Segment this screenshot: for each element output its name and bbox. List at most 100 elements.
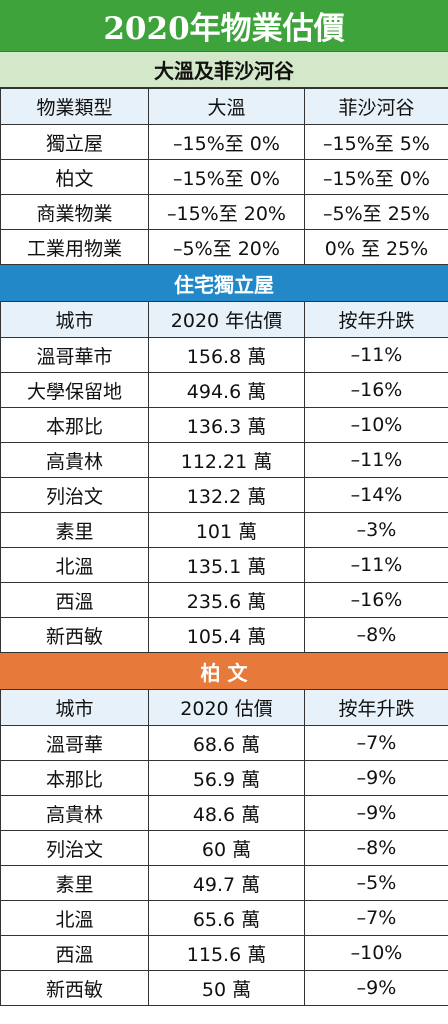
table-row: 西溫 235.6 萬 –16% (0, 582, 448, 618)
section-title-detached: 住宅獨立屋 (0, 265, 448, 301)
table-cell: 素里 (0, 512, 149, 548)
table-cell: 新西敏 (0, 970, 149, 1006)
table-row: 西溫 115.6 萬 –10% (0, 935, 448, 971)
table-header-row: 城市 2020 年估價 按年升跌 (0, 301, 448, 338)
table-row: 商業物業 –15%至 20% –5%至 25% (0, 194, 448, 230)
table-row: 柏文 –15%至 0% –15%至 0% (0, 159, 448, 195)
table-cell: 132.2 萬 (148, 477, 305, 513)
table-cell: –5%至 20% (148, 229, 305, 265)
table-cell: –15%至 5% (304, 124, 448, 160)
table-row: 溫哥華市 156.8 萬 –11% (0, 337, 448, 373)
table-cell: –9% (304, 760, 448, 796)
table-cell: –15%至 0% (148, 159, 305, 195)
table-cell: 50 萬 (148, 970, 305, 1006)
table-cell: 柏文 (0, 159, 149, 195)
table-cell: 西溫 (0, 935, 149, 971)
table-cell: 高貴林 (0, 442, 149, 478)
column-header: 大溫 (148, 88, 305, 125)
table-cell: 112.21 萬 (148, 442, 305, 478)
page-title: 2020年物業估價 (0, 0, 448, 52)
table-cell: 本那比 (0, 407, 149, 443)
table-cell: –16% (304, 582, 448, 618)
table-cell: –16% (304, 372, 448, 408)
table-row: 大學保留地 494.6 萬 –16% (0, 372, 448, 408)
table-cell: 大學保留地 (0, 372, 149, 408)
table-cell: 65.6 萬 (148, 900, 305, 936)
table-cell: –9% (304, 970, 448, 1006)
table-cell: 溫哥華 (0, 725, 149, 761)
column-header: 物業類型 (0, 88, 149, 125)
column-header: 菲沙河谷 (304, 88, 448, 125)
table-cell: 48.6 萬 (148, 795, 305, 831)
detached-house-table: 城市 2020 年估價 按年升跌 溫哥華市 156.8 萬 –11% 大學保留地 494.6 … (0, 301, 448, 653)
table-cell: 135.1 萬 (148, 547, 305, 583)
table-cell: 本那比 (0, 760, 149, 796)
column-header: 城市 (0, 689, 149, 726)
table-row: 新西敏 50 萬 –9% (0, 970, 448, 1006)
table-cell: –15%至 0% (148, 124, 305, 160)
table-cell: 列治文 (0, 477, 149, 513)
table-cell: –7% (304, 900, 448, 936)
table-cell: 60 萬 (148, 830, 305, 866)
table-row: 北溫 135.1 萬 –11% (0, 547, 448, 583)
table-cell: 105.4 萬 (148, 617, 305, 653)
table-row: 高貴林 112.21 萬 –11% (0, 442, 448, 478)
table-cell: –10% (304, 935, 448, 971)
table-cell: –10% (304, 407, 448, 443)
table-cell: 101 萬 (148, 512, 305, 548)
table-cell: 115.6 萬 (148, 935, 305, 971)
column-header: 按年升跌 (304, 689, 448, 726)
table-cell: –9% (304, 795, 448, 831)
table-row: 素里 101 萬 –3% (0, 512, 448, 548)
table-row: 素里 49.7 萬 –5% (0, 865, 448, 901)
table-cell: –8% (304, 830, 448, 866)
table-cell: 商業物業 (0, 194, 149, 230)
table-cell: –15%至 0% (304, 159, 448, 195)
table-row: 北溫 65.6 萬 –7% (0, 900, 448, 936)
column-header: 2020 年估價 (148, 301, 305, 338)
table-cell: 235.6 萬 (148, 582, 305, 618)
table-cell: 56.9 萬 (148, 760, 305, 796)
table-cell: –11% (304, 442, 448, 478)
table-cell: –7% (304, 725, 448, 761)
table-row: 列治文 132.2 萬 –14% (0, 477, 448, 513)
table-cell: 列治文 (0, 830, 149, 866)
table-row: 高貴林 48.6 萬 –9% (0, 795, 448, 831)
table-cell: –15%至 20% (148, 194, 305, 230)
section-title-metro-fraser: 大溫及菲沙河谷 (0, 52, 448, 88)
condo-table: 城市 2020 估價 按年升跌 溫哥華 68.6 萬 –7% 本那比 56.9 萬 –9% 高貴林… (0, 689, 448, 1006)
table-cell: 溫哥華市 (0, 337, 149, 373)
table-cell: 156.8 萬 (148, 337, 305, 373)
table-row: 本那比 56.9 萬 –9% (0, 760, 448, 796)
table-cell: 獨立屋 (0, 124, 149, 160)
table-cell: 北溫 (0, 900, 149, 936)
table-row: 獨立屋 –15%至 0% –15%至 5% (0, 124, 448, 160)
table-cell: 高貴林 (0, 795, 149, 831)
table-cell: –3% (304, 512, 448, 548)
table-cell: –14% (304, 477, 448, 513)
property-type-table: 物業類型 大溫 菲沙河谷 獨立屋 –15%至 0% –15%至 5% 柏文 –15%至 0% –… (0, 88, 448, 265)
table-row: 工業用物業 –5%至 20% 0% 至 25% (0, 229, 448, 265)
table-row: 溫哥華 68.6 萬 –7% (0, 725, 448, 761)
table-cell: 工業用物業 (0, 229, 149, 265)
table-cell: 北溫 (0, 547, 149, 583)
column-header: 2020 估價 (148, 689, 305, 726)
table-cell: –11% (304, 547, 448, 583)
column-header: 城市 (0, 301, 149, 338)
table-cell: 494.6 萬 (148, 372, 305, 408)
table-cell: –5%至 25% (304, 194, 448, 230)
table-cell: 西溫 (0, 582, 149, 618)
table-header-row: 城市 2020 估價 按年升跌 (0, 689, 448, 726)
table-cell: 136.3 萬 (148, 407, 305, 443)
table-row: 列治文 60 萬 –8% (0, 830, 448, 866)
section-title-condo: 柏 文 (0, 653, 448, 689)
table-cell: –11% (304, 337, 448, 373)
table-cell: 49.7 萬 (148, 865, 305, 901)
table-cell: –8% (304, 617, 448, 653)
column-header: 按年升跌 (304, 301, 448, 338)
table-row: 本那比 136.3 萬 –10% (0, 407, 448, 443)
table-row: 新西敏 105.4 萬 –8% (0, 617, 448, 653)
table-cell: 新西敏 (0, 617, 149, 653)
table-header-row: 物業類型 大溫 菲沙河谷 (0, 88, 448, 125)
